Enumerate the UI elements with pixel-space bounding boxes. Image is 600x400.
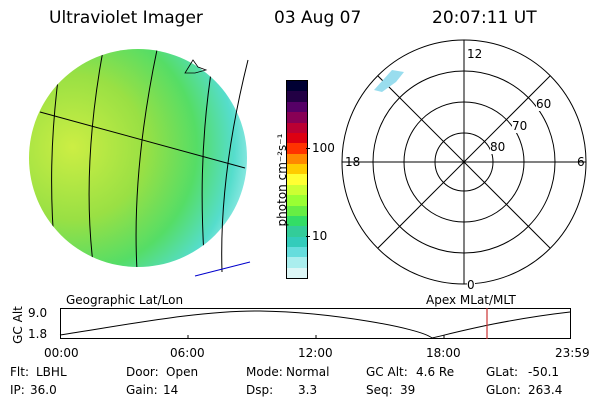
colorbar-tick-10: 10: [312, 229, 328, 243]
observation-time: 20:07:11 UT: [432, 8, 537, 28]
timeline-y-tick-low: 1.8: [28, 327, 48, 341]
meridian-line: [221, 59, 249, 273]
timeline-x-tick-1800: 18:00: [426, 346, 461, 360]
mlat-ring-70: 70: [512, 119, 528, 133]
colorbar-swatch: [287, 195, 307, 206]
footer-glon-value: 263.4: [528, 383, 563, 397]
polar-data-patch: [374, 70, 404, 92]
footer-filter-label: Flt:: [10, 365, 29, 379]
footer-seq-label: Seq:: [366, 383, 393, 397]
colorbar: [286, 80, 308, 279]
footer-gain-value: 14: [163, 383, 179, 397]
colorbar-swatch: [287, 174, 307, 185]
colorbar-swatch: [287, 81, 307, 92]
instrument-title: Ultraviolet Imager: [49, 8, 203, 28]
terminator-line: [194, 261, 251, 277]
colorbar-swatch: [287, 205, 307, 216]
colorbar-tick-mark-100: [306, 148, 310, 149]
altitude-curve: [59, 310, 571, 339]
timeline-y-tick-high: 9.0: [28, 306, 48, 320]
footer-dsp-label: Dsp:: [246, 383, 274, 397]
colorbar-unit-label: photon cm⁻²s⁻¹: [275, 133, 289, 227]
timeline-x-tick-2359: 23:59: [555, 346, 590, 360]
timeline-x-tick-0000: 00:00: [44, 346, 79, 360]
footer-filter-value: LBHL: [36, 365, 67, 379]
footer-glat-value: -50.1: [528, 365, 560, 379]
colorbar-swatch: [287, 101, 307, 113]
altitude-timeline: [59, 308, 571, 339]
footer-mode-label: Mode:: [246, 365, 283, 379]
colorbar-swatch: [287, 91, 307, 102]
colorbar-swatch: [287, 122, 307, 133]
footer-gcalt-label: GC Alt:: [366, 365, 408, 379]
mlt-label-6: 6: [577, 155, 585, 169]
colorbar-swatch: [287, 153, 307, 164]
uv-image-panel: [29, 49, 251, 277]
colorbar-swatch: [287, 236, 307, 247]
colorbar-swatch: [287, 215, 307, 227]
footer-gain-label: Gain:: [126, 383, 158, 397]
timeline-right-label: Apex MLat/MLT: [426, 293, 516, 307]
colorbar-tick-mark-10: [306, 236, 310, 237]
footer-seq-value: 39: [400, 383, 416, 397]
colorbar-swatch: [287, 184, 307, 196]
footer-door-label: Door:: [126, 365, 159, 379]
footer-mode-value: Normal: [286, 365, 330, 379]
footer-dsp-value: 3.3: [298, 383, 318, 397]
timeline-x-tick-0600: 06:00: [170, 346, 205, 360]
footer-ip-value: 36.0: [30, 383, 57, 397]
footer-gcalt-value: 4.6 Re: [416, 365, 455, 379]
footer-door-value: Open: [166, 365, 199, 379]
mlt-label-0: 0: [467, 278, 475, 292]
mlt-label-18: 18: [345, 155, 361, 169]
observation-date: 03 Aug 07: [274, 8, 362, 28]
earth-disk: [29, 49, 247, 267]
colorbar-swatch: [287, 247, 307, 258]
footer-glon-label: GLon:: [486, 383, 521, 397]
timeline-x-tick-1200: 12:00: [298, 346, 333, 360]
colorbar-swatch: [287, 132, 307, 144]
timeline-left-label: Geographic Lat/Lon: [66, 293, 184, 307]
colorbar-swatch: [287, 112, 307, 123]
colorbar-tick-100: 100: [312, 141, 335, 155]
footer-glat-label: GLat:: [486, 365, 519, 379]
mlat-ring-60: 60: [536, 97, 552, 111]
colorbar-swatch: [287, 143, 307, 154]
polar-mlt-dial: [341, 39, 587, 285]
colorbar-swatch: [287, 257, 307, 268]
mlt-label-12: 12: [467, 47, 483, 61]
timeline-y-axis-label: GC Alt: [11, 306, 25, 344]
colorbar-swatch: [287, 164, 307, 175]
footer-ip-label: IP:: [10, 383, 25, 397]
coastline: [184, 59, 208, 74]
mlat-ring-80: 80: [490, 140, 506, 154]
colorbar-swatch: [287, 226, 307, 237]
colorbar-swatch: [287, 267, 307, 278]
